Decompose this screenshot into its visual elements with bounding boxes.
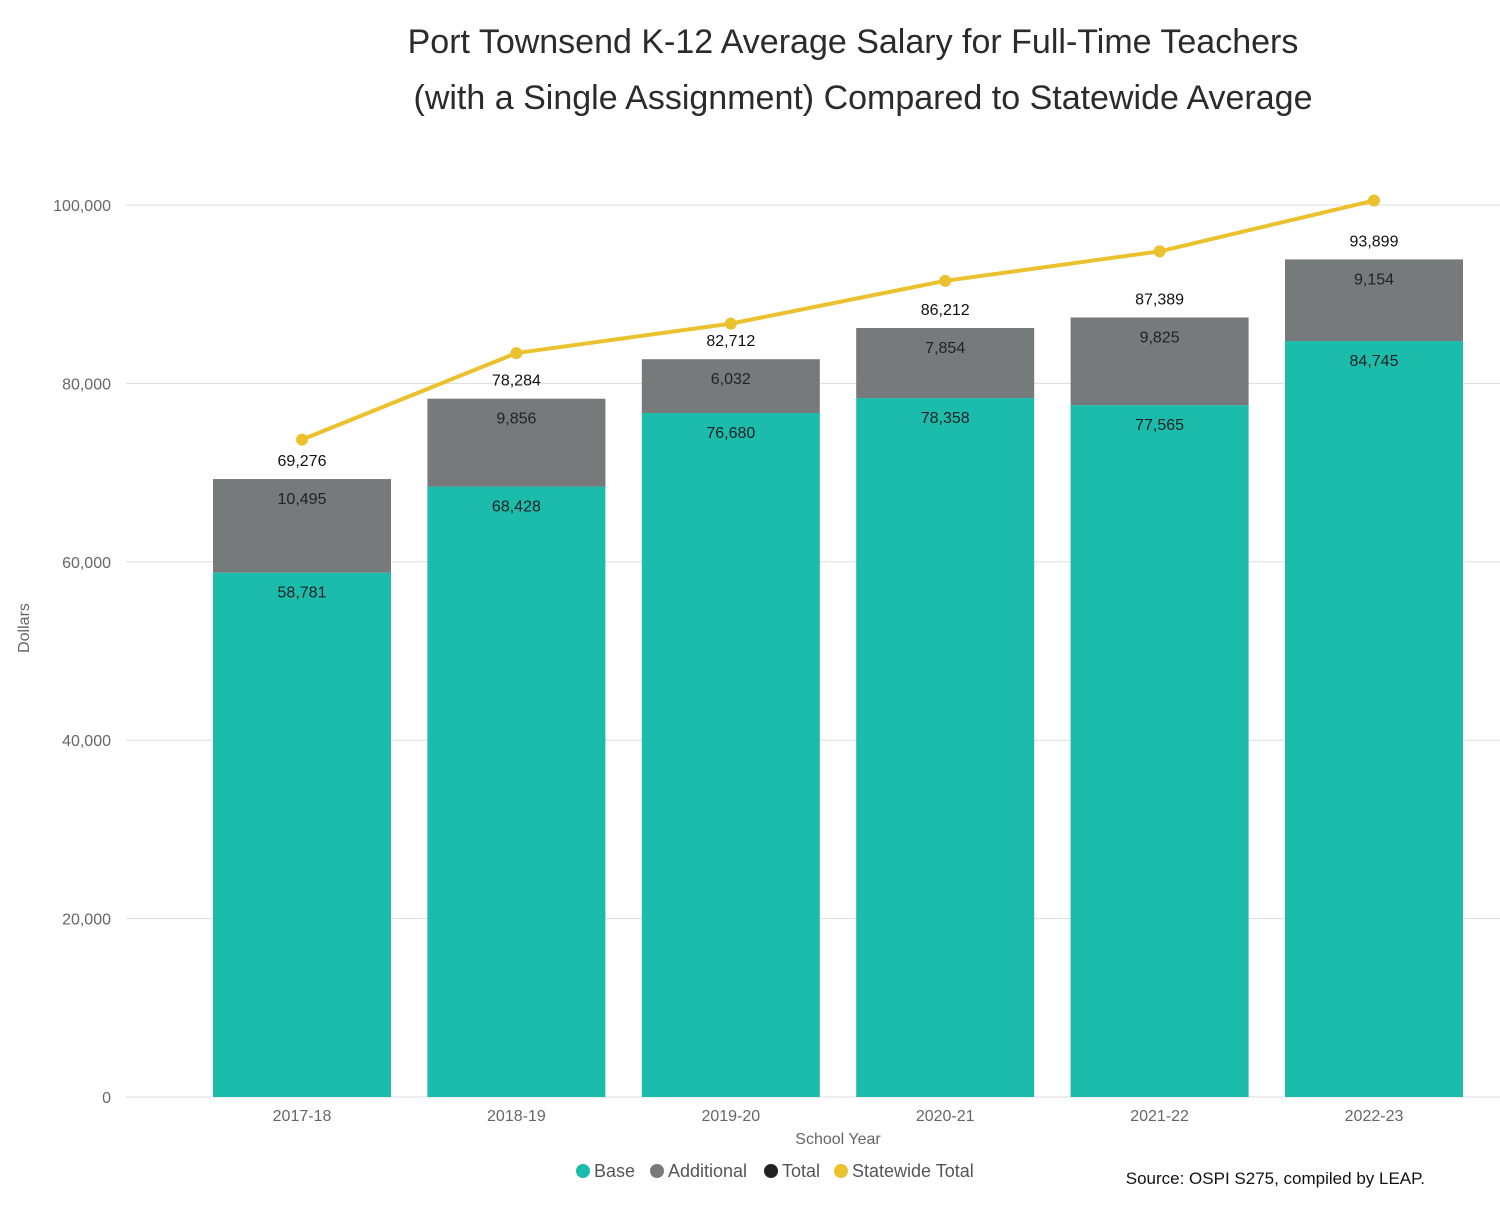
bar-base — [427, 486, 606, 1097]
y-tick-label: 40,000 — [62, 733, 111, 750]
statewide-point — [1368, 194, 1380, 207]
bar-additional — [641, 359, 820, 414]
chart-title-line2: (with a Single Assignment) Compared to S… — [414, 79, 1313, 117]
base-value-label: 58,781 — [278, 585, 327, 602]
bar-additional — [856, 327, 1035, 399]
y-tick-label: 100,000 — [53, 198, 111, 215]
base-value-label: 78,358 — [921, 410, 970, 427]
total-value-label: 86,212 — [921, 302, 970, 319]
statewide-point — [939, 274, 952, 287]
total-value-label: 93,899 — [1350, 233, 1399, 250]
base-value-label: 76,680 — [706, 425, 755, 442]
bar-base — [856, 398, 1035, 1097]
bar-base — [641, 413, 820, 1097]
bar-base — [213, 572, 391, 1097]
base-value-label: 77,565 — [1135, 417, 1184, 434]
total-value-label: 82,712 — [706, 333, 755, 350]
bar-additional — [1070, 317, 1249, 406]
statewide-point — [724, 317, 737, 330]
source-note: Source: OSPI S275, compiled by LEAP. — [1126, 1169, 1425, 1188]
additional-value-label: 9,154 — [1354, 271, 1394, 288]
bar-additional — [1285, 259, 1463, 342]
legend-label: Additional — [668, 1161, 747, 1181]
base-value-label: 84,745 — [1350, 353, 1399, 370]
legend-label: Total — [782, 1161, 820, 1181]
statewide-point — [510, 347, 523, 360]
additional-value-label: 10,495 — [278, 491, 327, 508]
y-axis-label: Dollars — [16, 603, 33, 653]
y-tick-label: 60,000 — [62, 555, 111, 572]
y-tick-label: 0 — [102, 1090, 111, 1107]
total-value-label: 69,276 — [278, 453, 327, 470]
y-axis-ticks: 0 20,000 40,000 60,000 80,000 100,000 — [53, 198, 111, 1107]
statewide-point — [296, 433, 308, 446]
chart-title-line1: Port Townsend K-12 Average Salary for Fu… — [408, 23, 1299, 61]
statewide-point — [1153, 245, 1166, 258]
base-value-label: 68,428 — [492, 499, 541, 516]
bar-base — [1070, 405, 1249, 1097]
legend-marker — [650, 1164, 664, 1178]
bar-additional — [427, 398, 606, 487]
x-axis-label: School Year — [795, 1131, 881, 1148]
data-labels: 58,781 10,495 69,276 68,428 9,856 78,284 76,68… — [278, 233, 1399, 601]
additional-value-label: 6,032 — [711, 371, 751, 388]
total-value-label: 78,284 — [492, 373, 541, 390]
additional-value-label: 7,854 — [925, 340, 965, 357]
statewide-line-path — [301, 198, 1375, 442]
x-tick-label: 2021-22 — [1130, 1108, 1189, 1125]
bars — [213, 259, 1463, 1097]
x-tick-label: 2020-21 — [916, 1108, 975, 1125]
x-tick-label: 2017-18 — [273, 1108, 332, 1125]
legend-label: Statewide Total — [852, 1161, 974, 1181]
bar-additional — [213, 479, 391, 573]
legend: Base Additional Total Statewide Total — [576, 1161, 974, 1181]
bar-base — [1285, 341, 1463, 1097]
legend-label: Base — [594, 1161, 635, 1181]
statewide-line — [296, 194, 1380, 446]
x-axis-ticks: 2017-18 2018-19 2019-20 2020-21 2021-22 2022-… — [273, 1108, 1404, 1125]
x-tick-label: 2019-20 — [701, 1108, 760, 1125]
total-value-label: 87,389 — [1135, 291, 1184, 308]
y-tick-label: 20,000 — [62, 912, 111, 929]
legend-marker — [576, 1164, 590, 1178]
legend-marker — [764, 1164, 778, 1178]
x-tick-label: 2022-23 — [1345, 1108, 1404, 1125]
additional-value-label: 9,825 — [1140, 329, 1180, 346]
additional-value-label: 9,856 — [496, 411, 536, 428]
x-tick-label: 2018-19 — [487, 1108, 546, 1125]
y-tick-label: 80,000 — [62, 376, 111, 393]
legend-marker — [834, 1164, 848, 1178]
